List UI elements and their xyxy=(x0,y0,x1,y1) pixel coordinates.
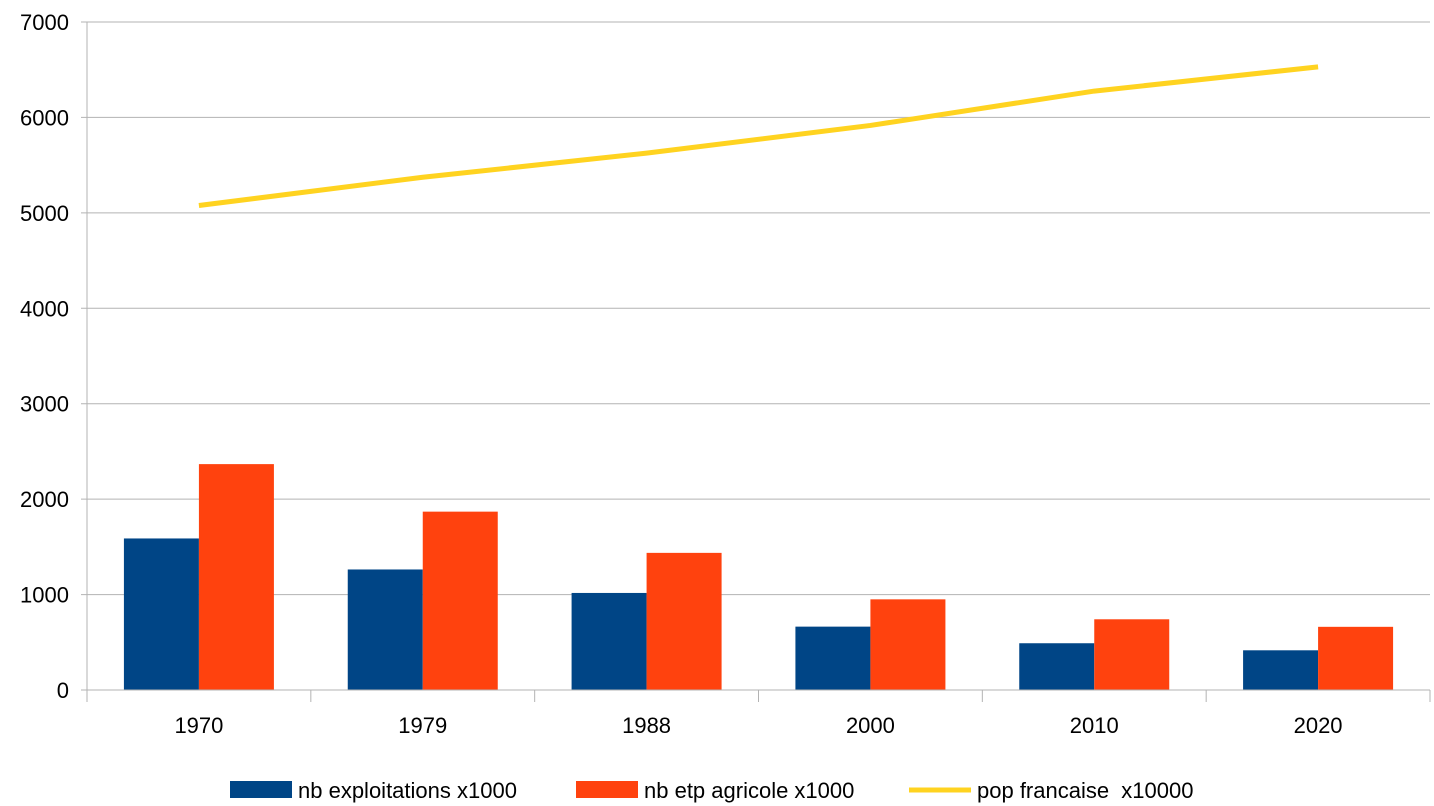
bar-etp-2020 xyxy=(1318,626,1394,690)
legend-label: nb exploitations x1000 xyxy=(298,778,517,803)
y-tick-label: 0 xyxy=(57,678,69,703)
gridlines xyxy=(81,21,1430,691)
y-tick-label: 5000 xyxy=(20,201,69,226)
x-tick-label: 1979 xyxy=(398,713,447,738)
bar-exploitations-1979 xyxy=(347,569,423,690)
x-axis: 1970 1979 1988 2000 2010 2020 xyxy=(81,689,1431,738)
bar-etp-2000 xyxy=(870,599,946,690)
bars xyxy=(123,464,1394,690)
line-series xyxy=(198,64,1319,208)
legend: nb exploitations x1000 nb etp agricole x1… xyxy=(230,778,1194,803)
bar-exploitations-2010 xyxy=(1019,643,1095,690)
bar-etp-2010 xyxy=(1094,619,1170,690)
bar-exploitations-1988 xyxy=(571,592,647,690)
x-tick-label: 2000 xyxy=(846,713,895,738)
bar-exploitations-2000 xyxy=(795,626,871,690)
y-tick-label: 4000 xyxy=(20,296,69,321)
y-tick-label: 1000 xyxy=(20,583,69,608)
bar-etp-1970 xyxy=(198,464,274,690)
legend-label: pop francaise x10000 xyxy=(977,778,1194,803)
bar-etp-1979 xyxy=(422,511,498,690)
x-tick-label: 2020 xyxy=(1294,713,1343,738)
bar-exploitations-1970 xyxy=(123,538,199,690)
x-tick-label: 2010 xyxy=(1070,713,1119,738)
y-tick-label: 7000 xyxy=(20,10,69,35)
y-axis: 0 1000 2000 3000 4000 5000 6000 7000 xyxy=(20,10,88,703)
bar-exploitations-2020 xyxy=(1243,650,1319,690)
y-tick-label: 6000 xyxy=(20,105,69,130)
y-tick-label: 2000 xyxy=(20,487,69,512)
legend-swatch xyxy=(230,781,292,798)
legend-label: nb etp agricole x1000 xyxy=(644,778,854,803)
bar-etp-1988 xyxy=(646,552,722,690)
x-tick-label: 1970 xyxy=(174,713,223,738)
line-pop-francaise xyxy=(198,64,1319,208)
legend-swatch xyxy=(576,781,638,798)
y-tick-label: 3000 xyxy=(20,392,69,417)
x-tick-label: 1988 xyxy=(622,713,671,738)
